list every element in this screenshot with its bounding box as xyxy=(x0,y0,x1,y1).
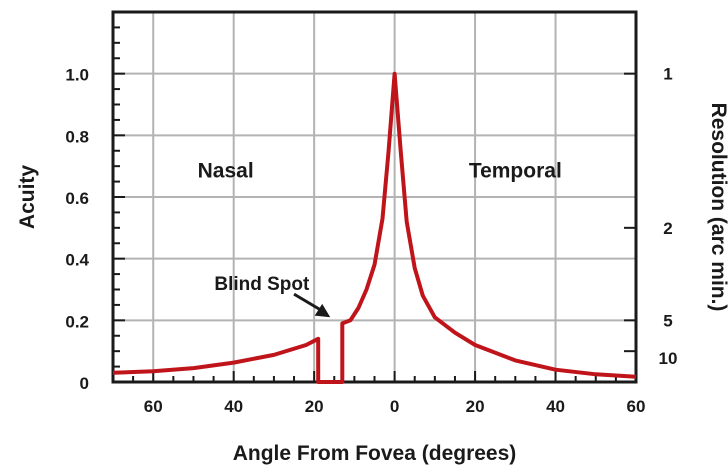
annotation-blind-spot: Blind Spot xyxy=(214,274,310,295)
y2-tick-label-1: 2 xyxy=(663,219,672,238)
x-axis-label: Angle From Fovea (degrees) xyxy=(233,442,517,465)
y2-axis-label: Resolution (arc min.) xyxy=(707,103,728,312)
x-tick-label-2: 20 xyxy=(305,397,324,416)
x-axis-ticks: 60 40 20 0 20 40 60 xyxy=(112,371,646,416)
y2-tick-label-0: 1 xyxy=(663,65,672,84)
y-axis-ticks: 0 0.2 0.4 0.6 0.8 1.0 xyxy=(65,11,125,393)
y-tick-label-0: 0 xyxy=(80,374,89,393)
y-tick-label-5: 1.0 xyxy=(65,66,89,85)
x-tick-label-4: 20 xyxy=(466,397,485,416)
plot-frame xyxy=(111,10,638,384)
annotation-temporal: Temporal xyxy=(469,159,562,182)
y-axis-label: Acuity xyxy=(16,165,39,230)
x-tick-label-6: 60 xyxy=(627,397,646,416)
x-tick-label-3: 0 xyxy=(390,397,399,416)
y-tick-label-3: 0.6 xyxy=(65,189,89,208)
acuity-curve xyxy=(112,71,637,384)
y2-tick-label-3: 10 xyxy=(659,349,678,368)
x-tick-label-0: 60 xyxy=(144,397,163,416)
x-tick-label-1: 40 xyxy=(224,397,243,416)
blind-spot-arrowhead xyxy=(314,303,331,318)
y-tick-label-4: 0.8 xyxy=(65,127,89,146)
grid-lines xyxy=(113,12,637,382)
y-tick-label-2: 0.4 xyxy=(65,251,89,270)
y2-axis-ticks: 1 2 5 10 xyxy=(624,65,678,368)
y-tick-label-1: 0.2 xyxy=(65,312,89,331)
annotation-nasal: Nasal xyxy=(198,159,254,182)
x-tick-label-5: 40 xyxy=(546,397,565,416)
y2-tick-label-2: 5 xyxy=(663,311,672,330)
